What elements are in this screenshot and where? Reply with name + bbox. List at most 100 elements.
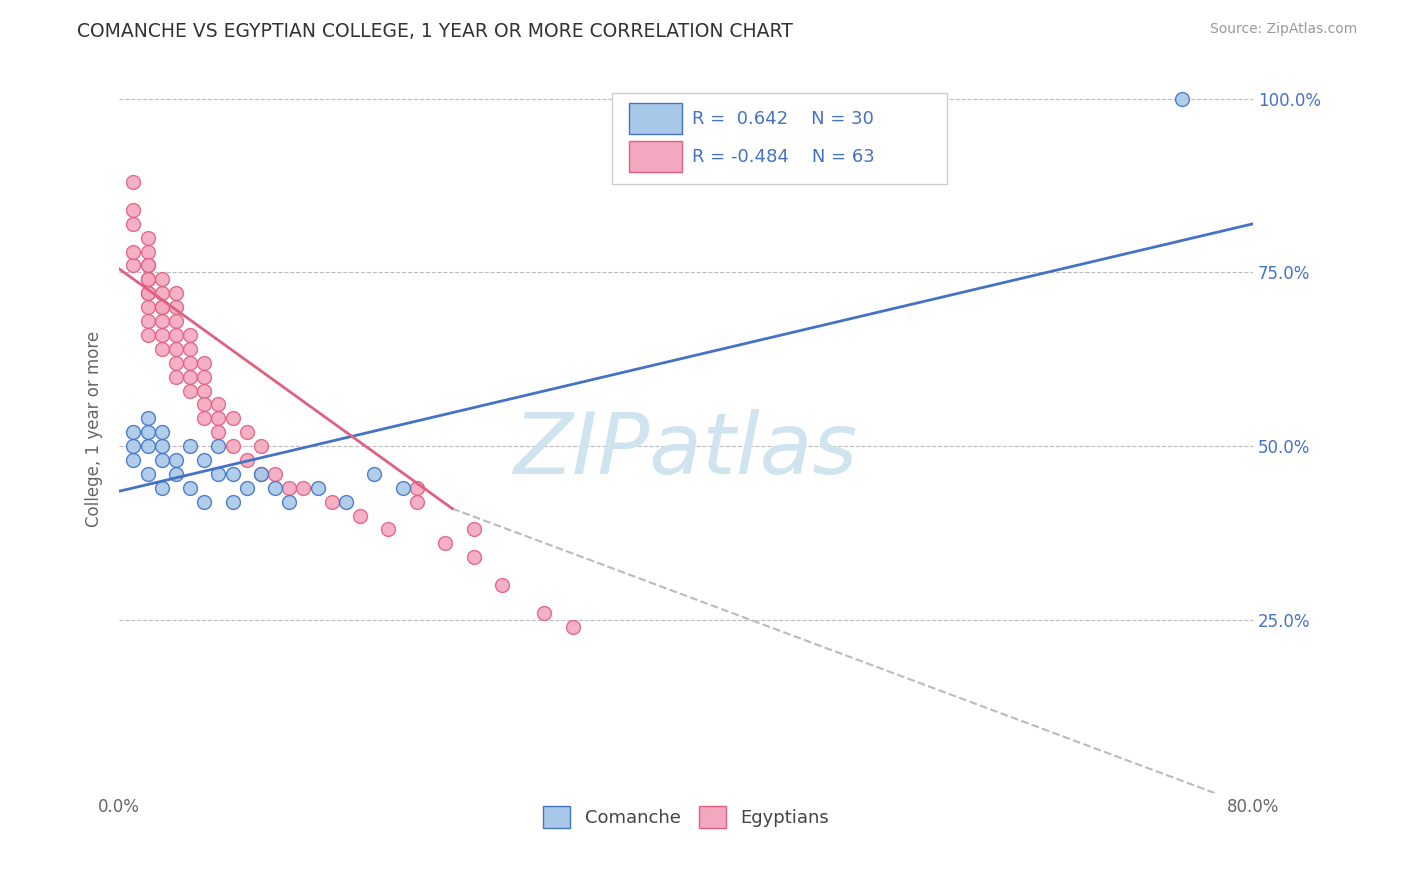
Point — [179, 369, 201, 384]
Point — [122, 259, 145, 273]
Point — [122, 202, 145, 217]
Point — [405, 481, 427, 495]
Point — [335, 494, 357, 508]
Point — [533, 606, 555, 620]
Point — [179, 356, 201, 370]
Text: R = -0.484    N = 63: R = -0.484 N = 63 — [692, 148, 875, 166]
Point — [193, 397, 215, 411]
Point — [193, 384, 215, 398]
Point — [136, 327, 159, 342]
Point — [236, 425, 259, 440]
Point — [150, 481, 173, 495]
Point — [264, 481, 287, 495]
Point — [136, 314, 159, 328]
Point — [165, 369, 187, 384]
Point — [150, 425, 173, 440]
Point — [136, 244, 159, 259]
Point — [136, 467, 159, 481]
Point — [1171, 92, 1194, 106]
Point — [136, 230, 159, 244]
Point — [363, 467, 385, 481]
Text: COMANCHE VS EGYPTIAN COLLEGE, 1 YEAR OR MORE CORRELATION CHART: COMANCHE VS EGYPTIAN COLLEGE, 1 YEAR OR … — [77, 22, 793, 41]
Point — [136, 286, 159, 301]
Point — [136, 259, 159, 273]
Point — [207, 439, 229, 453]
Point — [179, 481, 201, 495]
FancyBboxPatch shape — [613, 94, 946, 185]
Point — [165, 286, 187, 301]
Point — [278, 481, 301, 495]
Point — [122, 453, 145, 467]
Point — [122, 439, 145, 453]
Point — [250, 467, 273, 481]
Point — [150, 342, 173, 356]
Point — [307, 481, 329, 495]
Point — [150, 314, 173, 328]
Point — [292, 481, 315, 495]
Point — [250, 467, 273, 481]
Point — [491, 578, 513, 592]
Point — [221, 411, 243, 425]
Point — [264, 467, 287, 481]
Point — [221, 439, 243, 453]
Point — [150, 272, 173, 286]
Point — [150, 286, 173, 301]
Text: R =  0.642    N = 30: R = 0.642 N = 30 — [692, 110, 873, 128]
Point — [136, 300, 159, 314]
Point — [391, 481, 413, 495]
Point — [122, 175, 145, 189]
Point — [150, 327, 173, 342]
Point — [236, 453, 259, 467]
Point — [122, 244, 145, 259]
Point — [165, 453, 187, 467]
Point — [165, 356, 187, 370]
Point — [136, 259, 159, 273]
Point — [179, 327, 201, 342]
Point — [122, 217, 145, 231]
Point — [377, 523, 399, 537]
Point — [321, 494, 343, 508]
Point — [150, 300, 173, 314]
Point — [193, 453, 215, 467]
Point — [221, 467, 243, 481]
Point — [136, 272, 159, 286]
Text: ZIPatlas: ZIPatlas — [515, 409, 858, 492]
Point — [463, 523, 485, 537]
Point — [278, 494, 301, 508]
Point — [150, 439, 173, 453]
Point — [165, 314, 187, 328]
Point — [193, 356, 215, 370]
Point — [463, 550, 485, 565]
Point — [207, 411, 229, 425]
Point — [193, 494, 215, 508]
Point — [136, 439, 159, 453]
Point — [179, 342, 201, 356]
Point — [207, 397, 229, 411]
Point — [150, 300, 173, 314]
Point — [136, 411, 159, 425]
Point — [165, 467, 187, 481]
Point — [349, 508, 371, 523]
Point — [221, 494, 243, 508]
Point — [405, 494, 427, 508]
Y-axis label: College, 1 year or more: College, 1 year or more — [86, 331, 103, 527]
FancyBboxPatch shape — [630, 103, 682, 134]
Text: Source: ZipAtlas.com: Source: ZipAtlas.com — [1209, 22, 1357, 37]
Point — [136, 425, 159, 440]
Point — [136, 286, 159, 301]
Point — [207, 467, 229, 481]
Point — [207, 425, 229, 440]
Point — [236, 481, 259, 495]
Point — [136, 272, 159, 286]
Point — [165, 327, 187, 342]
Point — [165, 300, 187, 314]
Point — [250, 439, 273, 453]
Point — [179, 439, 201, 453]
Point — [193, 411, 215, 425]
Point — [193, 369, 215, 384]
Point — [179, 384, 201, 398]
Legend: Comanche, Egyptians: Comanche, Egyptians — [536, 799, 837, 836]
Point — [434, 536, 457, 550]
Point — [165, 342, 187, 356]
Point — [150, 453, 173, 467]
